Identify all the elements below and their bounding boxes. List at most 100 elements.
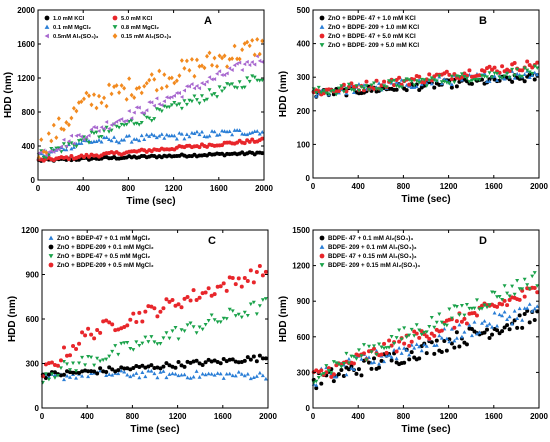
x-tick-label: 400 bbox=[81, 412, 95, 421]
data-point bbox=[128, 317, 133, 322]
data-point bbox=[143, 365, 148, 370]
data-point bbox=[409, 350, 414, 355]
data-point bbox=[194, 57, 199, 63]
data-point bbox=[46, 374, 51, 379]
data-point bbox=[212, 77, 217, 82]
data-point bbox=[217, 132, 222, 137]
data-point bbox=[44, 150, 49, 155]
data-point bbox=[239, 360, 244, 365]
data-point bbox=[382, 79, 387, 84]
data-point bbox=[43, 372, 48, 376]
x-tick-label: 0 bbox=[40, 412, 45, 421]
data-point bbox=[384, 350, 389, 355]
data-point bbox=[107, 354, 112, 359]
data-point bbox=[155, 314, 160, 319]
data-point bbox=[525, 306, 530, 310]
data-point bbox=[131, 348, 136, 352]
data-point bbox=[109, 91, 114, 97]
data-point bbox=[89, 355, 94, 360]
data-point bbox=[66, 157, 71, 162]
data-point bbox=[203, 290, 208, 295]
data-point bbox=[434, 338, 439, 343]
data-point bbox=[254, 359, 259, 364]
data-point bbox=[464, 342, 469, 347]
plot-frame bbox=[312, 229, 540, 409]
data-point bbox=[139, 120, 144, 125]
data-point bbox=[402, 341, 407, 346]
x-axis-label: Time (sec) bbox=[126, 196, 175, 207]
data-point bbox=[324, 370, 329, 375]
data-point bbox=[454, 305, 459, 309]
data-point bbox=[505, 303, 510, 308]
data-point bbox=[260, 38, 265, 44]
data-point bbox=[215, 320, 220, 324]
data-point bbox=[131, 366, 136, 371]
data-point bbox=[429, 315, 434, 320]
data-point bbox=[517, 313, 522, 318]
data-point bbox=[104, 103, 109, 109]
data-point bbox=[169, 103, 174, 107]
data-point bbox=[260, 78, 265, 83]
data-point bbox=[179, 372, 184, 377]
data-point bbox=[427, 336, 432, 341]
data-point bbox=[462, 313, 467, 318]
data-point bbox=[474, 331, 479, 336]
data-point bbox=[54, 147, 58, 152]
data-point bbox=[139, 133, 144, 138]
x-tick-label: 800 bbox=[122, 184, 136, 193]
legend-marker bbox=[319, 235, 325, 241]
data-point bbox=[176, 373, 181, 378]
y-tick-label: 1500 bbox=[292, 226, 310, 235]
x-axis-label: Time (sec) bbox=[130, 424, 179, 435]
data-point bbox=[74, 144, 79, 149]
data-point bbox=[74, 376, 79, 380]
data-point bbox=[49, 360, 54, 365]
data-point bbox=[424, 334, 429, 339]
data-point bbox=[202, 65, 207, 71]
data-point bbox=[351, 354, 356, 359]
data-point bbox=[182, 364, 187, 369]
data-point bbox=[230, 357, 235, 362]
data-point bbox=[187, 84, 192, 89]
legend-marker bbox=[319, 263, 325, 268]
data-point bbox=[346, 367, 351, 372]
legend-label: ZnO + BDPE- 47 + 5.0 mM KCl bbox=[328, 33, 416, 40]
data-point bbox=[255, 36, 260, 42]
data-point bbox=[459, 77, 464, 82]
data-point bbox=[117, 118, 121, 123]
data-point bbox=[158, 366, 163, 371]
data-point bbox=[364, 84, 369, 88]
data-point bbox=[86, 141, 91, 145]
data-point bbox=[114, 124, 119, 129]
data-point bbox=[245, 313, 250, 318]
data-point bbox=[97, 135, 102, 140]
data-point bbox=[184, 58, 189, 64]
data-point bbox=[434, 79, 439, 84]
data-point bbox=[397, 339, 402, 344]
data-point bbox=[204, 53, 209, 59]
data-point bbox=[194, 331, 199, 335]
data-point bbox=[76, 100, 81, 105]
data-point bbox=[379, 345, 384, 350]
data-point bbox=[102, 126, 106, 131]
data-point bbox=[510, 284, 515, 289]
data-point bbox=[459, 334, 464, 339]
data-point bbox=[260, 273, 265, 278]
data-point bbox=[39, 137, 44, 142]
data-point bbox=[142, 83, 147, 89]
data-point bbox=[91, 92, 96, 98]
data-point bbox=[147, 134, 152, 138]
data-point bbox=[341, 90, 346, 94]
data-point bbox=[157, 108, 162, 112]
data-point bbox=[429, 340, 434, 345]
data-point bbox=[422, 78, 427, 82]
data-point bbox=[199, 129, 204, 134]
data-point bbox=[250, 74, 255, 78]
data-point bbox=[170, 297, 175, 302]
data-point bbox=[46, 372, 51, 377]
x-tick-label: 1200 bbox=[169, 412, 187, 421]
y-tick-label: 1200 bbox=[21, 226, 39, 235]
data-point bbox=[179, 58, 184, 63]
data-point bbox=[439, 350, 444, 355]
data-point bbox=[245, 355, 250, 360]
